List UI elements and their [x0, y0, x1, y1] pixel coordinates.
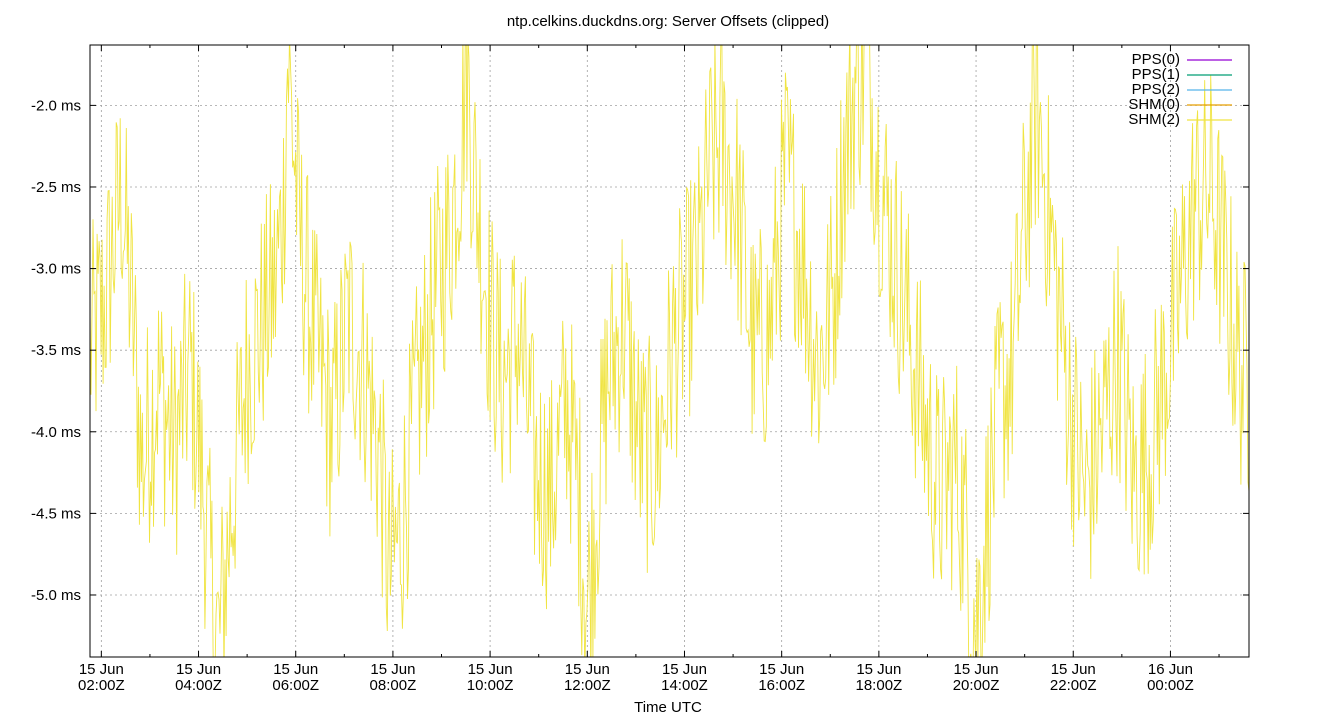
x-tick-label-date: 16 Jun	[1148, 661, 1193, 678]
y-tick-label: -4.0 ms	[31, 424, 81, 441]
x-tick-label-date: 15 Jun	[954, 661, 999, 678]
legend-label: PPS(1)	[1132, 66, 1180, 83]
y-tick-label: -2.0 ms	[31, 97, 81, 114]
x-tick-label-time: 18:00Z	[856, 677, 903, 694]
y-tick-label: -3.5 ms	[31, 342, 81, 359]
legend-label: PPS(2)	[1132, 81, 1180, 98]
x-tick-label-date: 15 Jun	[468, 661, 513, 678]
legend: PPS(0)PPS(1)PPS(2)SHM(0)SHM(2)	[1128, 51, 1232, 128]
y-tick-label: -4.5 ms	[31, 505, 81, 522]
x-tick-label-date: 15 Jun	[176, 661, 221, 678]
x-tick-label-time: 08:00Z	[370, 677, 417, 694]
axis-ticks	[90, 45, 1249, 657]
x-tick-label-date: 15 Jun	[79, 661, 124, 678]
y-axis-tick-labels: -2.0 ms -2.5 ms -3.0 ms -3.5 ms -4.0 ms -4.5 …	[31, 97, 81, 604]
x-tick-label-time: 10:00Z	[467, 677, 514, 694]
legend-label: SHM(0)	[1128, 96, 1180, 113]
x-tick-label-date: 15 Jun	[1051, 661, 1096, 678]
x-tick-label-date: 15 Jun	[565, 661, 610, 678]
x-tick-label-time: 04:00Z	[175, 677, 222, 694]
series-layer	[90, 45, 1249, 657]
plot-frame	[89, 44, 1250, 658]
x-tick-label-time: 14:00Z	[661, 677, 708, 694]
x-axis-label: Time UTC	[634, 699, 702, 716]
x-tick-label-date: 15 Jun	[273, 661, 318, 678]
x-tick-label-date: 15 Jun	[759, 661, 804, 678]
x-tick-label-time: 12:00Z	[564, 677, 611, 694]
y-tick-label: -2.5 ms	[31, 179, 81, 196]
x-tick-label-time: 20:00Z	[953, 677, 1000, 694]
x-tick-label-date: 15 Jun	[662, 661, 707, 678]
legend-label: SHM(2)	[1128, 111, 1180, 128]
legend-label: PPS(0)	[1132, 51, 1180, 68]
y-tick-label: -5.0 ms	[31, 587, 81, 604]
x-tick-label-time: 06:00Z	[272, 677, 319, 694]
x-tick-label-date: 15 Jun	[856, 661, 901, 678]
x-tick-label-time: 16:00Z	[758, 677, 805, 694]
x-tick-label-time: 22:00Z	[1050, 677, 1097, 694]
y-tick-label: -3.0 ms	[31, 261, 81, 278]
chart-title: ntp.celkins.duckdns.org: Server Offsets …	[507, 13, 829, 30]
series-line-shm2	[90, 45, 1249, 657]
x-tick-label-date: 15 Jun	[370, 661, 415, 678]
x-tick-label-time: 02:00Z	[78, 677, 125, 694]
grid-lines	[90, 45, 1249, 657]
x-tick-label-time: 00:00Z	[1147, 677, 1194, 694]
